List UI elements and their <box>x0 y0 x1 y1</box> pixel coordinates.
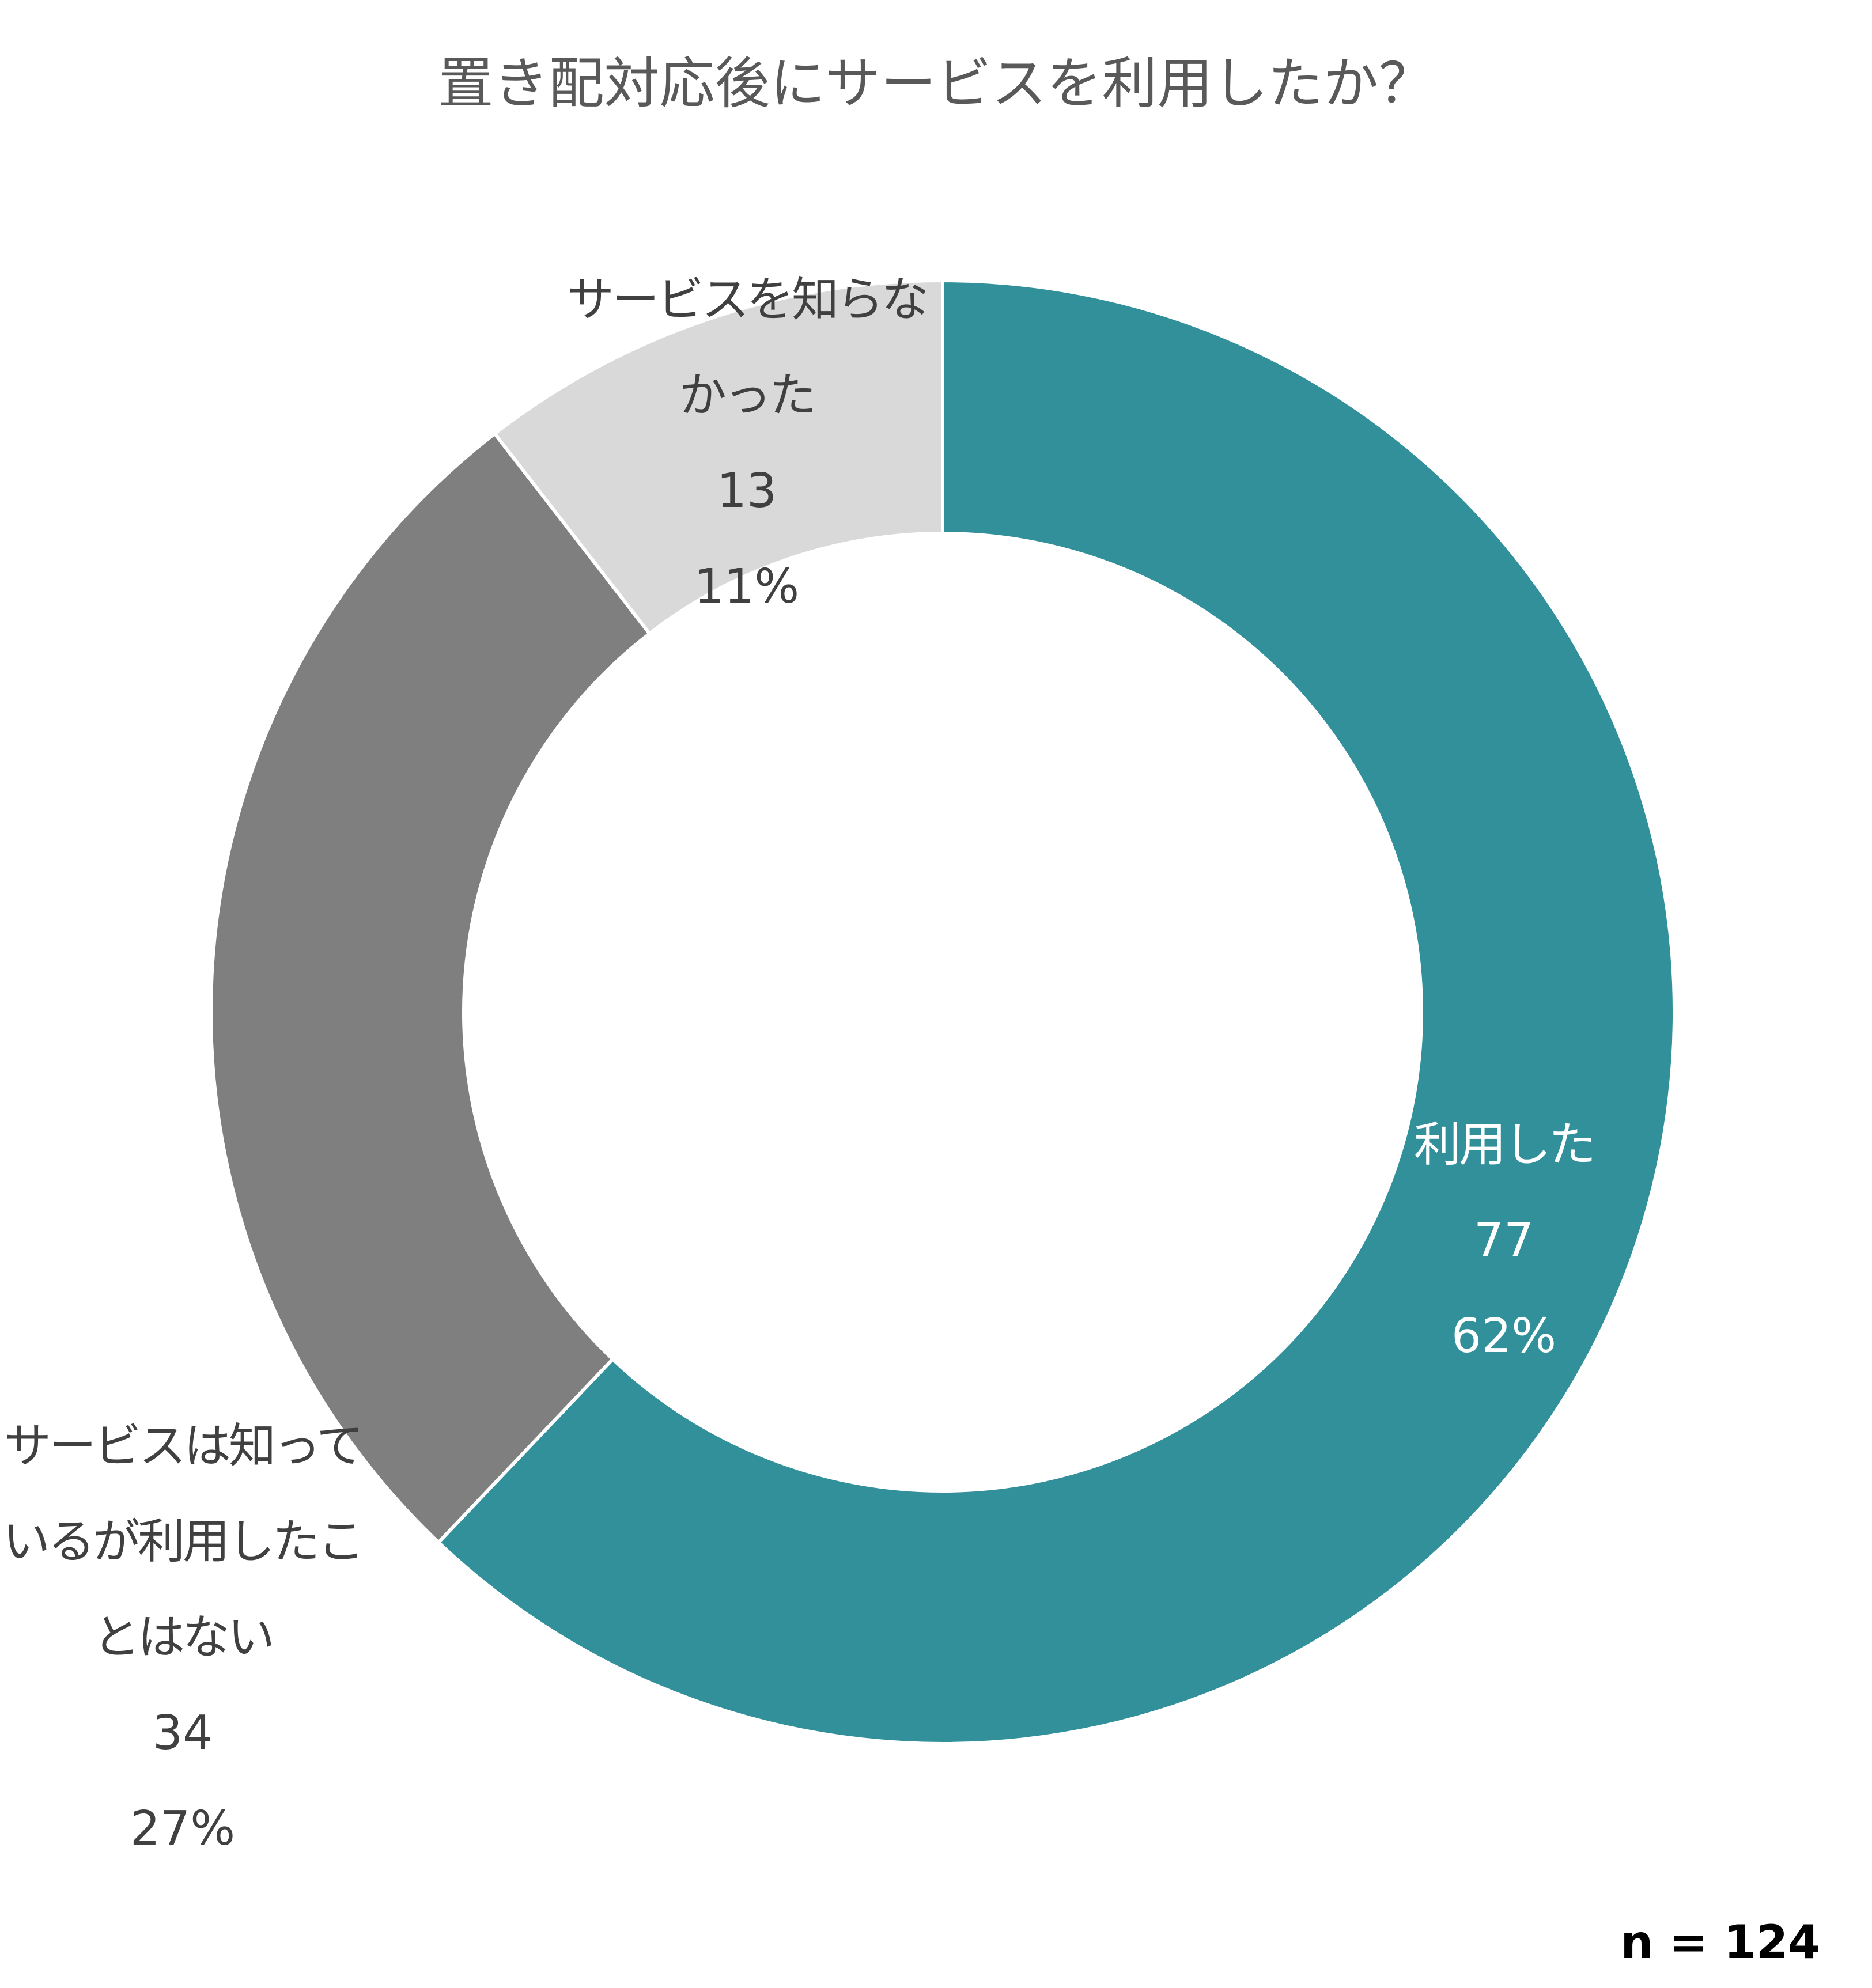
data-label: サービスを知らなかった 13 11% <box>562 252 931 635</box>
category-label: 利用した <box>1413 1118 1596 1172</box>
value-label: 77 <box>1473 1213 1534 1268</box>
category-label: サービスは知っているが利用したことはない <box>2 1419 365 1665</box>
percent-label: 27% <box>130 1801 236 1856</box>
donut-slice <box>209 431 652 1545</box>
data-label: サービスは知っているが利用したことはない 34 27% <box>0 1399 367 1877</box>
value-label: 13 <box>716 464 777 518</box>
sample-size-note: n = 124 <box>1620 1915 1820 1969</box>
data-label: 利用した 77 62% <box>1319 1097 1688 1384</box>
donut-slice <box>436 278 1676 1745</box>
value-label: 34 <box>152 1706 213 1760</box>
percent-label: 11% <box>694 559 800 614</box>
donut-slice <box>492 278 944 637</box>
category-label: サービスを知らなかった <box>566 272 929 423</box>
chart-title: 置き配対応後にサービスを利用したか？ <box>438 51 1434 116</box>
percent-label: 62% <box>1451 1309 1557 1364</box>
